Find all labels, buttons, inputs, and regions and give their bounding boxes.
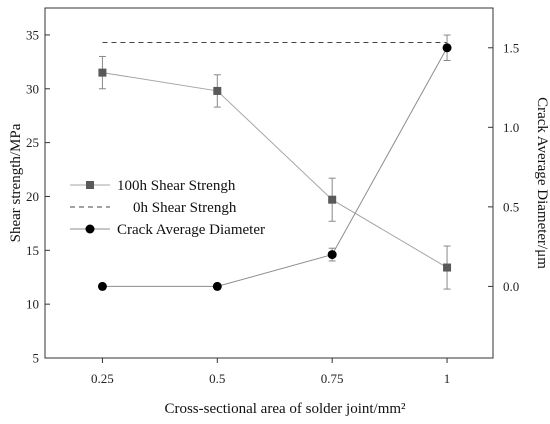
plot-frame [44,7,494,359]
x-tick-label: 0.75 [321,371,344,386]
data-point-square [213,86,222,95]
y-left-tick-label: 15 [26,243,39,258]
legend-label: Crack Average Diameter [117,222,265,238]
data-point-circle [97,281,107,291]
data-point-circle [327,250,337,260]
data-point-circle [212,281,222,291]
x-tick-label: 0.5 [209,371,225,386]
y-right-axis-title: Crack Average Diameter/μm [534,97,550,269]
y-left-tick-label: 30 [26,81,39,96]
y-left-tick-label: 5 [33,351,40,366]
data-point-square [98,68,107,77]
data-point-square [443,263,452,272]
series-line [102,47,448,287]
y-right-tick-label: 0.0 [503,279,519,294]
y-right-tick-label: 1.5 [503,40,519,55]
x-axis-title: Cross-sectional area of solder joint/mm² [164,401,406,417]
series-line [102,72,448,268]
y-right-tick-label: 0.5 [503,199,519,214]
legend-marker-circle [85,224,95,234]
data-point-square [328,195,337,204]
data-point-circle [442,43,452,53]
y-left-tick-label: 35 [26,27,39,42]
y-left-axis-title: Shear strength/MPa [8,123,24,242]
x-tick-label: 1 [444,371,451,386]
y-left-tick-label: 20 [26,189,39,204]
y-right-tick-label: 1.0 [503,120,519,135]
legend-marker-square [86,181,94,189]
legend-label: 0h Shear Strengh [133,200,237,216]
y-left-tick-label: 25 [26,135,39,150]
legend-label: 100h Shear Strengh [117,178,236,194]
x-tick-label: 0.25 [91,371,114,386]
y-left-tick-label: 10 [26,297,39,312]
